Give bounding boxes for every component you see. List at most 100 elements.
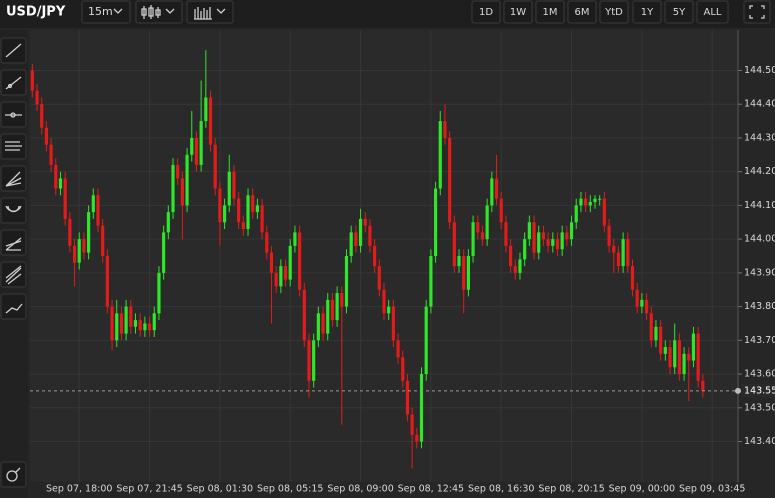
last-price-label: 143.55 [744, 385, 775, 396]
candle-body [593, 198, 597, 203]
candle-body [251, 195, 255, 213]
path-tool[interactable] [0, 293, 27, 320]
candle-body [124, 306, 128, 334]
x-tick-label: Sep 07, 21:45 [116, 484, 182, 495]
x-tick-label: Sep 09, 03:45 [679, 484, 745, 495]
candle-body [344, 256, 349, 307]
candle-body [91, 195, 95, 213]
last-price-dot [735, 387, 741, 394]
y-tick-label: 143.60 [744, 369, 775, 380]
candle-body [293, 232, 297, 246]
candle-body [302, 289, 306, 341]
chart-type-button[interactable] [135, 0, 183, 24]
candle-body [513, 266, 517, 273]
range-button[interactable]: 1D [471, 0, 501, 24]
candle-body [649, 313, 653, 341]
range-button[interactable]: 1W [503, 0, 533, 24]
button-bg [567, 0, 597, 24]
candle-body [49, 144, 53, 165]
last-price-box [741, 383, 775, 398]
candle-body [218, 188, 222, 223]
x-tick-label: Sep 07, 18:00 [46, 484, 112, 495]
candle-body [363, 218, 367, 226]
candle-body [405, 380, 410, 415]
measure-tool[interactable] [0, 461, 27, 488]
plot-area [30, 30, 738, 482]
candle-body [569, 222, 574, 240]
range-button[interactable]: YtD [599, 0, 629, 24]
range-button[interactable]: ALL [696, 0, 729, 24]
candle-body [40, 104, 44, 128]
candle-body [255, 205, 260, 213]
candle-body [176, 164, 180, 179]
candle-body [616, 252, 621, 267]
candle-body [476, 222, 480, 233]
candle-body [401, 357, 405, 381]
arc-tool[interactable] [0, 197, 27, 224]
candle-body [630, 266, 635, 290]
range-button[interactable]: 6M [567, 0, 597, 24]
button-bg [696, 0, 729, 24]
candle-body [190, 137, 194, 155]
candle-body [466, 256, 470, 290]
pitchfork-tool[interactable] [0, 261, 27, 288]
candle-body [452, 222, 456, 267]
candle-body [35, 90, 39, 105]
candle-body [551, 239, 555, 246]
interval-button[interactable]: 15m [81, 0, 131, 24]
candle-body [621, 239, 625, 267]
candle-body [377, 266, 381, 290]
range-label: 1M [543, 7, 558, 18]
candle-body [654, 326, 658, 341]
x-tick-label: Sep 08, 01:30 [187, 484, 253, 495]
candle-body [485, 205, 489, 240]
candle-body [222, 205, 227, 223]
fullscreen-button[interactable] [743, 0, 771, 24]
candle-body [391, 306, 395, 341]
candle-body [612, 245, 616, 253]
range-button[interactable]: 1M [535, 0, 565, 24]
trend-line-tool[interactable] [0, 37, 27, 64]
candle-body [30, 70, 34, 91]
candle-body [194, 137, 199, 165]
range-button[interactable]: 5Y [664, 0, 694, 24]
channel-tool[interactable] [0, 133, 27, 160]
y-tick-label: 144.40 [744, 99, 775, 110]
ray-tool[interactable] [0, 69, 27, 96]
candle-body [199, 121, 203, 165]
fib-tool[interactable] [0, 229, 27, 256]
candle-body [129, 306, 133, 327]
candle-body [574, 205, 578, 223]
indicators-button[interactable] [186, 0, 234, 24]
button-bg [503, 0, 533, 24]
candle-body [265, 232, 269, 253]
candle-body [204, 97, 208, 122]
candle-body [438, 121, 442, 189]
candle-body [687, 353, 691, 361]
candle-body [518, 259, 522, 273]
candle-body [532, 222, 536, 253]
candle-body [419, 374, 424, 442]
candle-body [335, 293, 339, 321]
fan-tool[interactable] [0, 165, 27, 192]
symbol: USD/JPY [6, 5, 66, 20]
candle-body [626, 239, 630, 267]
y-tick-label: 144.30 [744, 132, 775, 143]
horizontal-line-tool[interactable] [0, 101, 27, 128]
candle-body [269, 252, 274, 273]
candle-body [602, 198, 606, 226]
button-bg [535, 0, 565, 24]
candle-body [288, 245, 292, 280]
candle-body [87, 212, 91, 253]
interval: 15m [88, 5, 113, 18]
candle-body [54, 164, 58, 189]
candle-body [232, 171, 236, 199]
candle-body [133, 320, 138, 327]
range-label: 1Y [641, 7, 654, 18]
range-button[interactable]: 1Y [632, 0, 662, 24]
candle-body [321, 313, 325, 334]
candle-body [96, 195, 100, 226]
candle-body [119, 313, 124, 334]
candle-body [274, 272, 278, 287]
